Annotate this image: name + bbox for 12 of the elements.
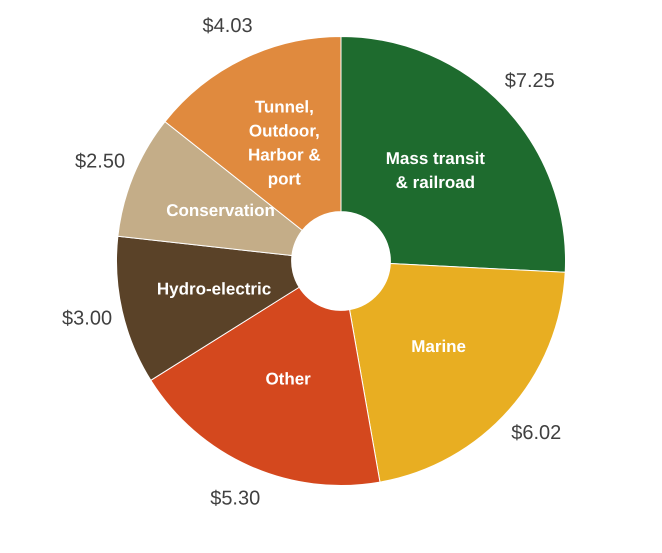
- data-label: $4.03: [202, 15, 253, 38]
- slice-label: Conservation: [166, 201, 275, 220]
- data-label: $2.50: [75, 150, 126, 172]
- data-label: $5.30: [210, 488, 260, 510]
- data-label: $6.02: [511, 422, 562, 444]
- slice-label: Other: [265, 370, 312, 389]
- data-label: $7.25: [504, 70, 555, 92]
- data-label: $3.00: [62, 308, 112, 330]
- slice-label: Marine: [411, 336, 466, 356]
- slice-label: Tunnel, Outdoor, Harbor & port: [248, 97, 321, 188]
- slice-label: Hydro-electric: [156, 280, 272, 299]
- slice-label: Mass transit & railroad: [386, 148, 486, 192]
